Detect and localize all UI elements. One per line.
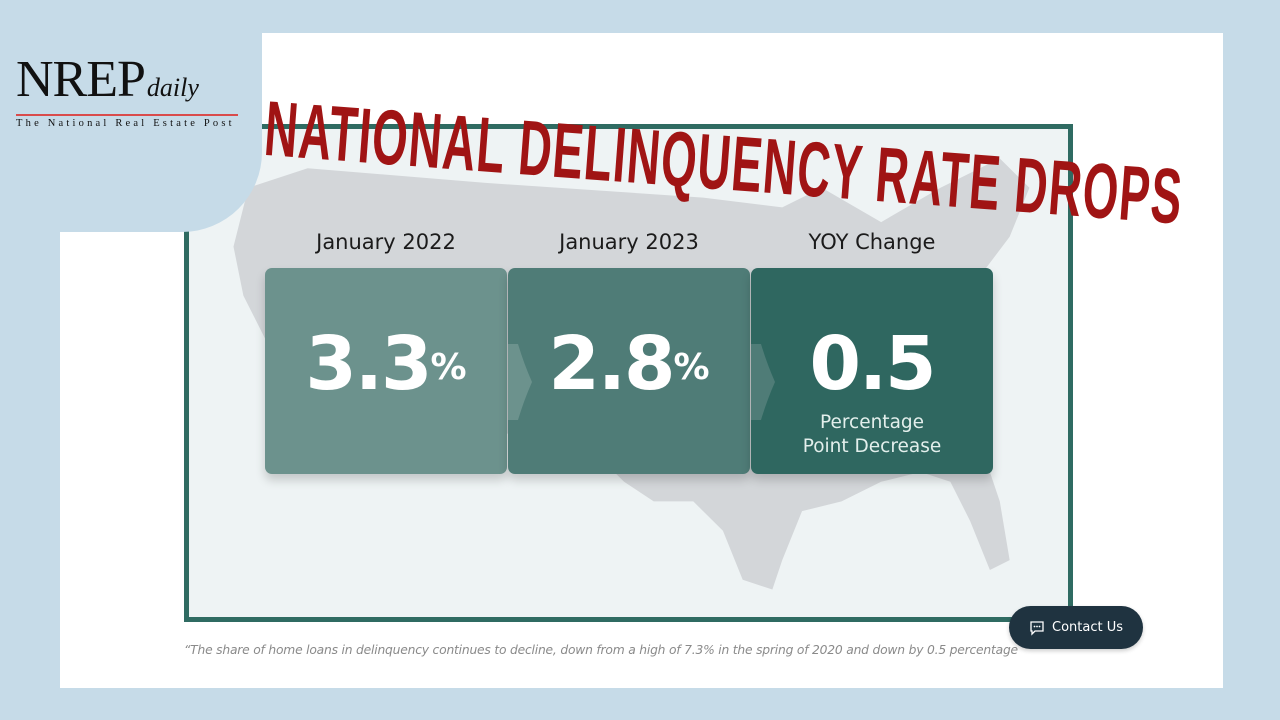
label-january-2023: January 2023	[559, 230, 699, 254]
contact-us-label: Contact Us	[1052, 620, 1123, 635]
logo-panel	[0, 0, 262, 232]
stat-value: 3.3%	[305, 321, 467, 407]
logo-tagline: The National Real Estate Post	[16, 118, 235, 129]
stat-value: 0.5	[809, 321, 936, 407]
stat-value: 2.8%	[548, 321, 710, 407]
chevron-notch-icon	[751, 344, 775, 420]
label-january-2022: January 2022	[316, 230, 456, 254]
headline-container: NATIONAL DELINQUENCY RATE DROPS	[262, 84, 1228, 241]
headline: NATIONAL DELINQUENCY RATE DROPS	[261, 84, 1186, 241]
logo-rule	[16, 114, 238, 116]
stat-card-january-2022: 3.3%	[265, 268, 507, 474]
article-caption: “The share of home loans in delinquency …	[184, 643, 1018, 657]
logo-suffix: daily	[146, 73, 199, 102]
stat-subtitle: Percentage Point Decrease	[802, 412, 942, 457]
nrep-logo[interactable]: NREPdaily The National Real Estate Post	[16, 54, 240, 129]
stat-card-yoy-change: 0.5 Percentage Point Decrease	[751, 268, 993, 474]
contact-us-button[interactable]: Contact Us	[1009, 606, 1143, 649]
label-yoy-change: YOY Change	[808, 230, 936, 254]
logo-brand: NREP	[16, 51, 146, 108]
chat-icon	[1030, 620, 1044, 636]
chevron-notch-icon	[508, 344, 532, 420]
stat-card-january-2023: 2.8%	[508, 268, 750, 474]
